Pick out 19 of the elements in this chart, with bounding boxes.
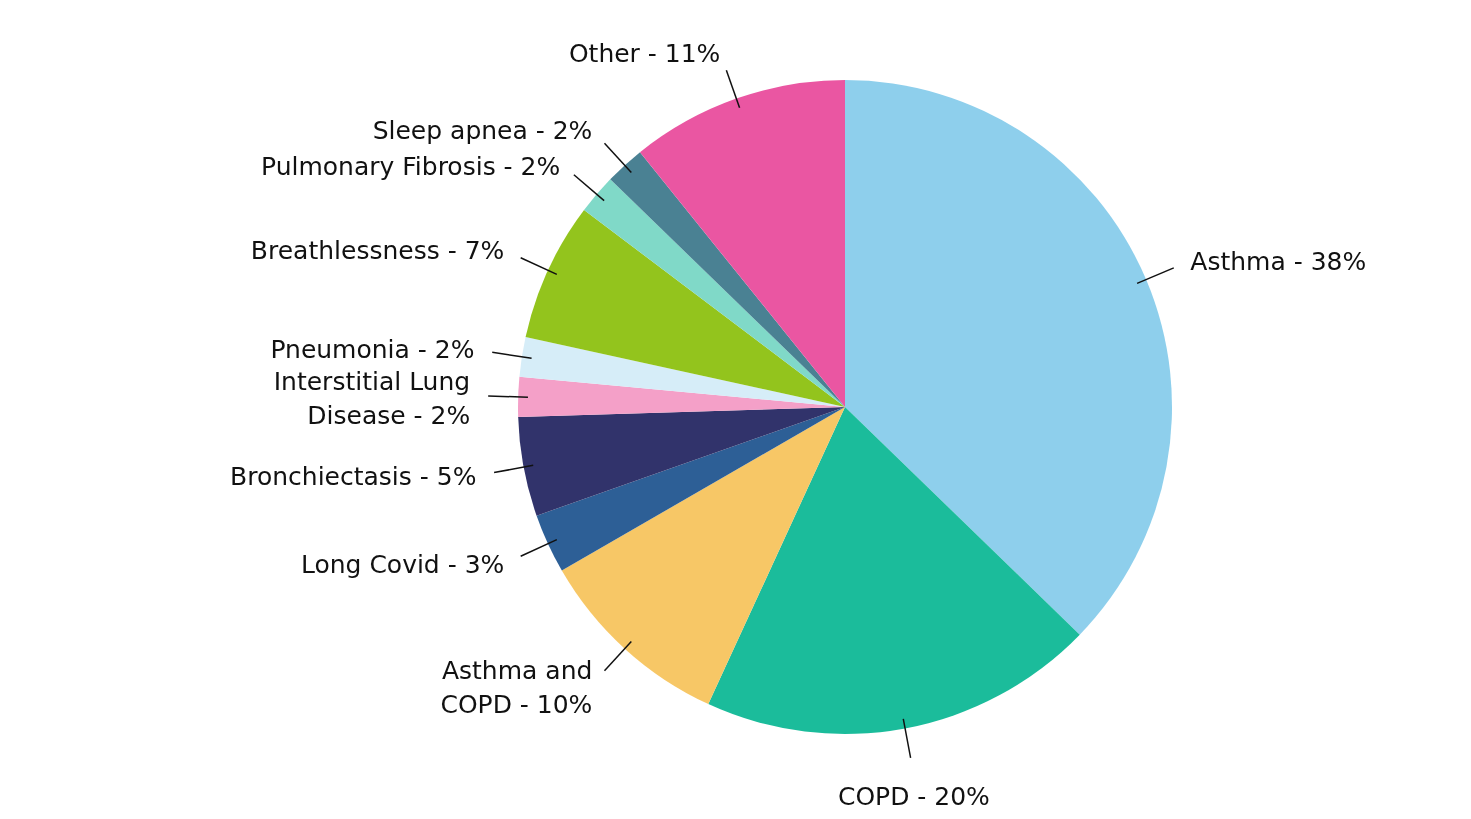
slice-label: Asthma - 38%	[1190, 246, 1367, 276]
slice-label: COPD - 20%	[837, 781, 990, 811]
pie-slice	[519, 337, 845, 407]
slice-label: Breathlessness - 7%	[250, 236, 505, 266]
slice-label: Other - 11%	[568, 39, 721, 69]
pie-slice	[640, 80, 845, 407]
pie-slice	[708, 407, 1080, 734]
pie-slice	[610, 152, 845, 407]
slice-label: Pneumonia - 2%	[270, 335, 475, 365]
slice-label: Interstitial Lung Disease - 2%	[273, 367, 471, 431]
pie-slice	[518, 407, 845, 516]
pie-slice	[845, 80, 1172, 635]
pie-slice	[536, 407, 845, 571]
slice-label: Pulmonary Fibrosis - 2%	[260, 151, 561, 181]
slice-label: Long Covid - 3%	[300, 549, 505, 579]
pie-slice	[525, 209, 845, 407]
slice-label: Bronchiectasis - 5%	[230, 461, 477, 491]
slice-label: Sleep apnea - 2%	[372, 115, 593, 145]
slice-label: Asthma and COPD - 10%	[440, 656, 593, 720]
